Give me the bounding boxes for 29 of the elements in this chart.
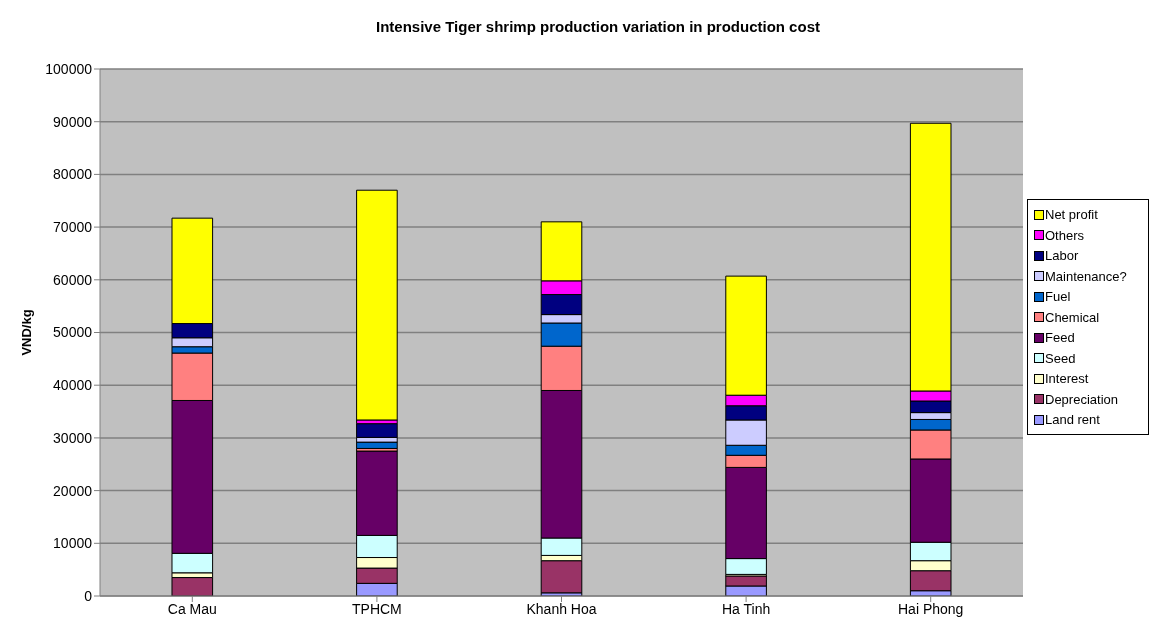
- legend-label: Fuel: [1045, 289, 1071, 304]
- legend-label: Others: [1045, 227, 1085, 243]
- chart-title: Intensive Tiger shrimp production variation in production cost: [375, 18, 821, 35]
- y-tick-label: 40000: [53, 377, 93, 394]
- x-tick-label: Ha Tinh: [721, 600, 771, 617]
- y-tick-label: 100000: [45, 60, 93, 77]
- legend-label: Chemical: [1045, 309, 1100, 325]
- y-tick-label: 90000: [53, 113, 93, 130]
- legend-label: Interest: [1045, 371, 1089, 386]
- x-tick-label: TPHCM: [352, 600, 402, 617]
- legend-label: Seed: [1045, 350, 1076, 366]
- y-tick-label: 20000: [53, 482, 93, 499]
- y-tick-label: 80000: [53, 166, 93, 183]
- x-tick-label: Ca Mau: [167, 600, 217, 617]
- legend-label: Land rent: [1045, 412, 1100, 427]
- legend-label: Depreciation: [1045, 391, 1118, 407]
- legend-label: Net profit: [1045, 207, 1098, 222]
- y-tick-label: 30000: [53, 429, 93, 446]
- legend-label: Maintenance?: [1045, 268, 1127, 284]
- y-tick-label: 70000: [53, 219, 93, 236]
- legend-label: Labor: [1045, 248, 1079, 263]
- y-tick-label: 50000: [53, 324, 93, 341]
- y-tick-label: 60000: [53, 271, 93, 288]
- y-axis-title: VND/kg: [18, 309, 34, 356]
- x-tick-label: Khanh Hoa: [526, 600, 597, 617]
- y-tick-label: 0: [84, 587, 93, 604]
- legend-label: Feed: [1045, 330, 1075, 345]
- y-tick-label: 10000: [53, 535, 93, 552]
- x-tick-label: Hai Phong: [898, 600, 964, 617]
